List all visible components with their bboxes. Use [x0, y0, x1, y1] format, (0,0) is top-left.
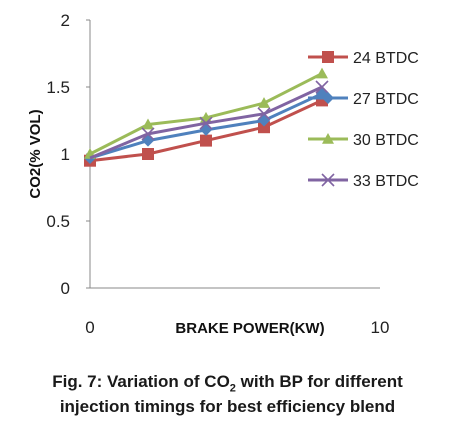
data-point [315, 80, 329, 94]
x-axis-title: BRAKE POWER(KW) [175, 320, 324, 337]
data-point [142, 148, 154, 160]
figure-caption-line2: injection timings for best efficiency bl… [59, 397, 396, 416]
legend-label: 24 BTDC [353, 50, 419, 67]
legend-item: 27 BTDC [308, 91, 419, 108]
caption-suffix: with BP for different [235, 372, 403, 391]
data-point [258, 121, 270, 134]
data-point [199, 116, 213, 130]
legend-label: 30 BTDC [353, 132, 419, 149]
y-tick-label: 1.5 [46, 78, 70, 97]
data-point [257, 107, 271, 121]
data-point [200, 123, 212, 136]
legend-swatch-marker [322, 51, 334, 63]
y-tick-labels: 0 0.5 1 1.5 2 [46, 11, 90, 298]
series-layer [84, 67, 329, 167]
caption-prefix: Fig. 7: Variation of CO [52, 372, 230, 391]
x-tick-label: 10 [371, 318, 390, 337]
data-point [142, 118, 154, 130]
y-tick-label: 0 [61, 279, 70, 298]
co2-chart: 0 0.5 1 1.5 2 0 10 24 BTDC 27 BTDC 30 BTDC 33 BT… [27, 11, 419, 337]
series-33-btdc [89, 80, 329, 160]
legend-swatch-marker [321, 173, 335, 187]
legend-item: 24 BTDC [308, 50, 419, 67]
data-point [200, 134, 212, 147]
y-tick-label: 0.5 [46, 212, 70, 231]
chart-axes [89, 20, 380, 289]
x-tick-label: 0 [85, 318, 94, 337]
x-marker-stroke [141, 127, 155, 141]
legend-label: 27 BTDC [353, 91, 419, 108]
y-tick-label: 1 [61, 145, 70, 164]
caption-subscript: 2 [229, 382, 236, 395]
x-marker-stroke [321, 173, 335, 187]
legend-swatch-marker [322, 92, 334, 104]
data-point [258, 97, 270, 108]
legend-item: 33 BTDC [308, 173, 419, 190]
y-axis-title: CO2(% VOL) [27, 109, 44, 198]
x-tick-labels: 0 10 [85, 318, 389, 337]
figure-caption-line1: Fig. 7: Variation of CO2 with BP for dif… [0, 370, 455, 400]
x-marker-stroke [315, 80, 329, 94]
series-27-btdc [84, 87, 328, 165]
legend-swatch-marker [322, 133, 334, 144]
legend-item: 30 BTDC [308, 132, 419, 149]
y-tick-label: 2 [61, 11, 70, 30]
legend: 24 BTDC 27 BTDC 30 BTDC 33 BTDC [308, 50, 419, 190]
data-point [316, 67, 328, 79]
data-point [141, 127, 155, 141]
legend-label: 33 BTDC [353, 173, 419, 190]
x-marker-stroke [199, 116, 213, 130]
x-marker-stroke [257, 107, 271, 121]
